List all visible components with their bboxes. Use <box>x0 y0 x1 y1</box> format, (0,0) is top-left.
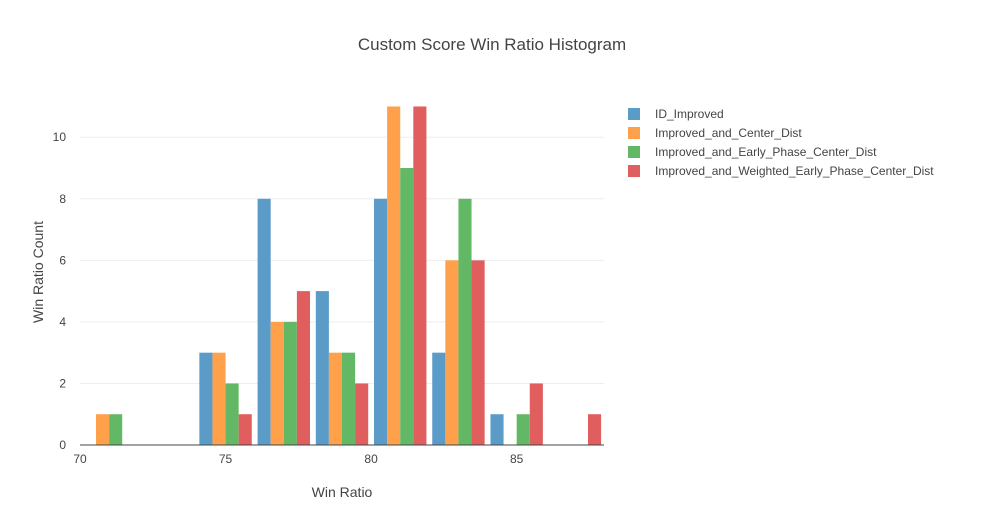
bars <box>96 106 602 445</box>
bar-series-3-bin-86[interactable] <box>587 414 602 445</box>
bar-series-3-bin-82[interactable] <box>471 260 485 445</box>
bar-series-2-bin-82[interactable] <box>458 198 472 445</box>
y-tick-label-10: 10 <box>53 130 67 144</box>
legend-swatch-0 <box>628 108 640 120</box>
x-tick-label-80: 80 <box>364 452 378 466</box>
legend-label-3: Improved_and_Weighted_Early_Phase_Center… <box>655 164 934 178</box>
legend-item-2[interactable]: Improved_and_Early_Phase_Center_Dist <box>628 145 877 159</box>
legend: ID_Improved Improved_and_Center_Dist Impro… <box>628 107 934 178</box>
chart-title: Custom Score Win Ratio Histogram <box>358 35 626 54</box>
bar-series-0-bin-74[interactable] <box>199 352 213 445</box>
x-tick-label-85: 85 <box>510 452 524 466</box>
legend-swatch-2 <box>628 146 640 158</box>
x-tick-label-75: 75 <box>219 452 233 466</box>
bar-series-0-bin-82[interactable] <box>432 352 446 445</box>
x-tick-label-70: 70 <box>73 452 87 466</box>
bar-series-0-bin-80[interactable] <box>374 198 388 445</box>
gridlines <box>80 136 604 384</box>
legend-label-2: Improved_and_Early_Phase_Center_Dist <box>655 145 877 159</box>
bar-series-2-bin-84[interactable] <box>516 414 530 445</box>
bar-series-1-bin-80[interactable] <box>387 106 401 445</box>
bar-series-2-bin-80[interactable] <box>400 168 414 445</box>
legend-swatch-3 <box>628 165 640 177</box>
legend-item-3[interactable]: Improved_and_Weighted_Early_Phase_Center… <box>628 164 934 178</box>
legend-label-0: ID_Improved <box>655 107 724 121</box>
bar-series-3-bin-84[interactable] <box>529 383 543 445</box>
y-tick-labels: 0 2 4 6 8 10 <box>53 130 67 452</box>
legend-label-1: Improved_and_Center_Dist <box>655 126 802 140</box>
bar-series-2-bin-70[interactable] <box>109 414 123 445</box>
y-tick-label-6: 6 <box>59 253 66 267</box>
y-tick-label-2: 2 <box>59 376 66 390</box>
bar-series-1-bin-78[interactable] <box>328 352 342 445</box>
x-axis-title: Win Ratio <box>312 484 373 500</box>
bar-series-3-bin-80[interactable] <box>413 106 427 445</box>
bar-series-1-bin-82[interactable] <box>445 260 459 445</box>
legend-swatch-1 <box>628 127 640 139</box>
bar-series-3-bin-76[interactable] <box>296 291 310 445</box>
x-tick-labels: 70 75 80 85 <box>73 452 523 466</box>
bar-series-2-bin-74[interactable] <box>225 383 239 445</box>
bar-series-1-bin-70[interactable] <box>96 414 110 445</box>
bar-series-2-bin-78[interactable] <box>342 352 356 445</box>
bar-series-0-bin-78[interactable] <box>315 291 329 445</box>
bar-series-1-bin-74[interactable] <box>212 352 226 445</box>
bar-series-0-bin-76[interactable] <box>257 198 271 445</box>
bar-series-2-bin-76[interactable] <box>283 321 297 445</box>
bar-series-0-bin-84[interactable] <box>490 414 504 445</box>
bar-series-3-bin-78[interactable] <box>355 383 369 445</box>
bar-series-3-bin-74[interactable] <box>238 414 252 445</box>
y-tick-label-8: 8 <box>59 192 66 206</box>
bar-series-1-bin-76[interactable] <box>270 321 284 445</box>
legend-item-0[interactable]: ID_Improved <box>628 107 724 121</box>
legend-item-1[interactable]: Improved_and_Center_Dist <box>628 126 802 140</box>
y-axis-title: Win Ratio Count <box>30 221 46 323</box>
y-tick-label-4: 4 <box>59 315 66 329</box>
y-tick-label-0: 0 <box>59 438 66 452</box>
